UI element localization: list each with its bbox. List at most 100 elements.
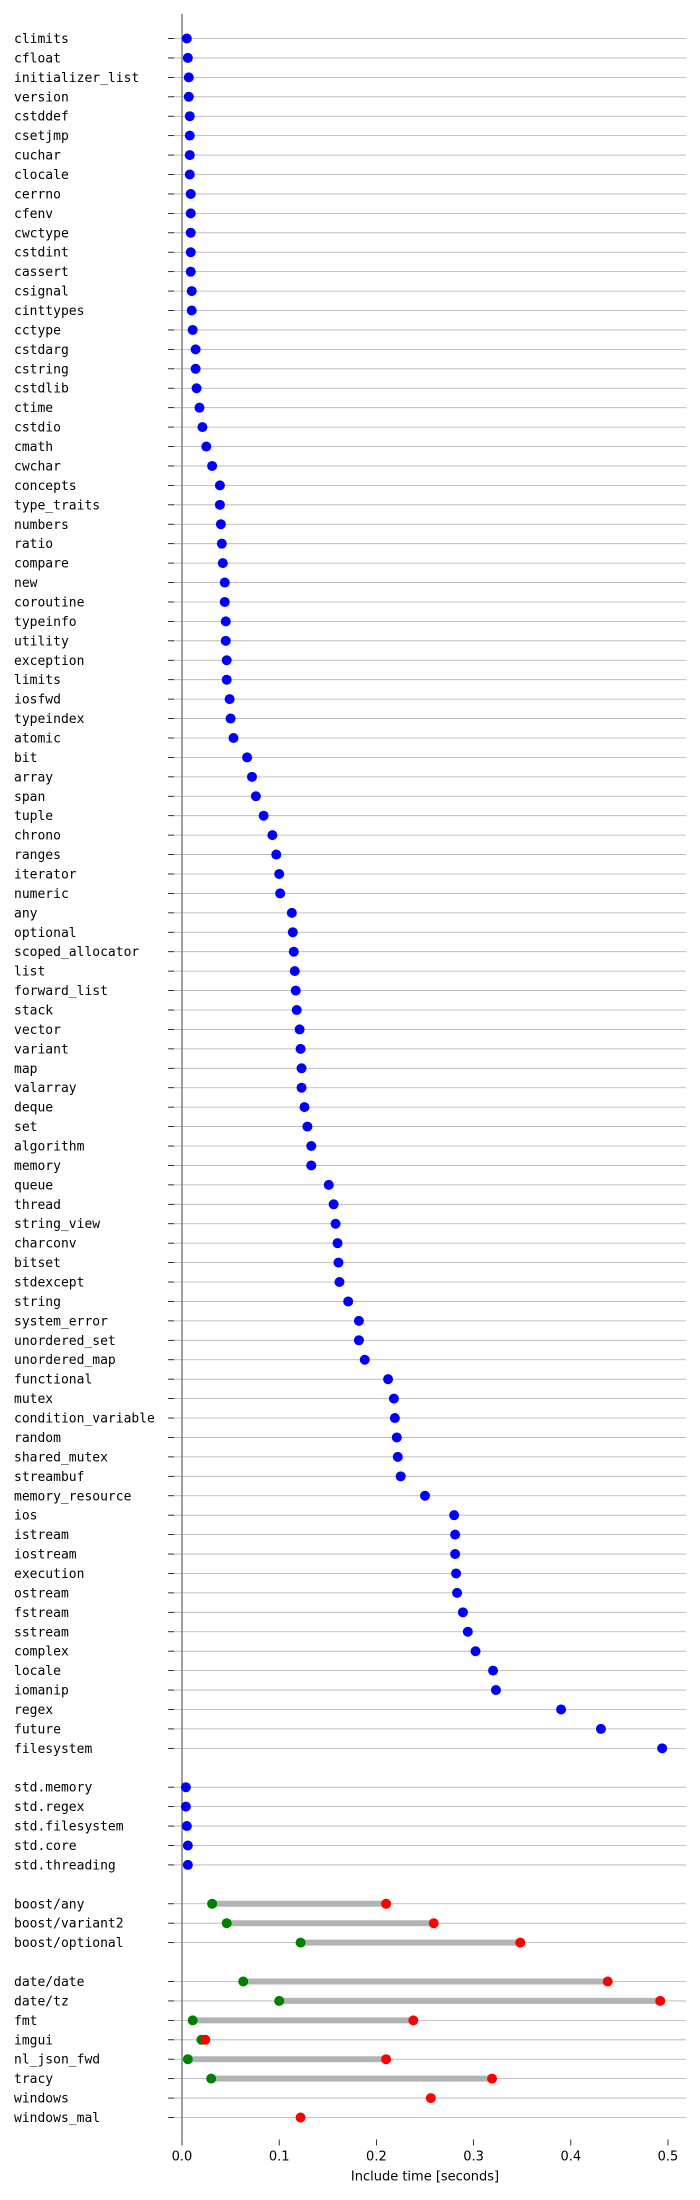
y-tick-label-cctype: cctype: [14, 323, 61, 338]
point-memory: [306, 1160, 317, 1171]
y-tick-label-vector: vector: [14, 1023, 61, 1038]
y-tick-label-streambuf: streambuf: [14, 1470, 84, 1485]
y-tick-label-limits: limits: [14, 673, 61, 688]
y-tick-label-coroutine: coroutine: [14, 595, 85, 610]
y-tick-label-complex: complex: [14, 1645, 69, 1660]
point-numbers: [215, 519, 226, 530]
point-exception: [221, 655, 232, 666]
x-axis: 0.0 0.1 0.2 0.3 0.4 0.5: [172, 2139, 678, 2165]
y-tick-label-type-traits: type_traits: [14, 498, 100, 513]
point-clocale: [184, 169, 195, 180]
point-max-date-tz: [655, 1995, 666, 2006]
point-cstring: [190, 363, 201, 374]
point-numeric: [275, 888, 286, 899]
y-tick-label-list: list: [14, 965, 45, 980]
y-tick-label-cstdarg: cstdarg: [14, 343, 69, 358]
point-scoped-allocator: [288, 946, 299, 957]
y-tick-label-cwchar: cwchar: [14, 459, 61, 474]
point-cstdint: [185, 247, 196, 258]
point-initializer-list: [183, 72, 194, 83]
y-tick-label-csignal: csignal: [14, 285, 69, 300]
y-tick-label-ranges: ranges: [14, 848, 61, 863]
point-any: [286, 907, 297, 918]
point-future: [595, 1723, 606, 1734]
point-set: [302, 1121, 313, 1132]
y-tick-label-istream: istream: [14, 1528, 69, 1543]
point-condition-variable: [389, 1413, 400, 1424]
point-iomanip: [490, 1685, 501, 1696]
y-tick-label-windows-mal: windows_mal: [14, 2111, 100, 2126]
point-cstddef: [184, 111, 195, 122]
y-tick-label-deque: deque: [14, 1101, 53, 1116]
y-tick-label-span: span: [14, 790, 45, 805]
y-tick-label-fstream: fstream: [14, 1606, 69, 1621]
point-cstdarg: [190, 344, 201, 355]
point-concepts: [214, 480, 225, 491]
y-tick-label-execution: execution: [14, 1567, 84, 1582]
point-span: [250, 791, 261, 802]
point-max-nl-json-fwd: [381, 2054, 392, 2065]
point-chrono: [267, 830, 278, 841]
point-ranges: [271, 849, 282, 860]
y-tick-label-std-filesystem: std.filesystem: [14, 1820, 124, 1835]
point-type-traits: [214, 499, 225, 510]
point-forward-list: [290, 985, 301, 996]
point-min-date-date: [238, 1976, 249, 1987]
y-tick-label-filesystem: filesystem: [14, 1742, 92, 1757]
y-tick-label-functional: functional: [14, 1373, 92, 1388]
point-array: [246, 771, 257, 782]
point-thread: [328, 1199, 339, 1210]
point-istream: [450, 1529, 461, 1540]
y-tick-label-shared-mutex: shared_mutex: [14, 1450, 108, 1465]
point-min-boost-any: [207, 1898, 218, 1909]
point-cwchar: [207, 460, 218, 471]
y-tick-label-boost-any: boost/any: [14, 1897, 85, 1912]
y-tick-label-windows: windows: [14, 2092, 69, 2107]
y-tick-label-condition-variable: condition_variable: [14, 1412, 155, 1427]
y-tick-label-cstdlib: cstdlib: [14, 382, 69, 397]
y-tick-label-cstring: cstring: [14, 362, 69, 377]
point-variant: [295, 1043, 306, 1054]
y-tick-label-any: any: [14, 906, 38, 921]
point-cstdio: [197, 422, 208, 433]
point-ctime: [194, 402, 205, 413]
point-stdexcept: [334, 1277, 345, 1288]
y-tick-label-ctime: ctime: [14, 401, 53, 416]
y-tick-label-std-core: std.core: [14, 1839, 77, 1854]
point-cuchar: [184, 150, 195, 161]
y-tick-label-random: random: [14, 1431, 61, 1446]
point-typeinfo: [220, 616, 231, 627]
y-tick-label-ostream: ostream: [14, 1586, 69, 1601]
y-tick-label-system-error: system_error: [14, 1314, 108, 1329]
y-tick-label-memory: memory: [14, 1159, 61, 1174]
point-streambuf: [395, 1471, 406, 1482]
point-memory-resource: [420, 1490, 430, 1501]
x-tick-label-0-1: 0.1: [269, 2150, 290, 2165]
y-tick-label-atomic: atomic: [14, 731, 61, 746]
point-stack: [291, 1005, 302, 1015]
point-iosfwd: [224, 694, 235, 705]
point-windows: [425, 2093, 436, 2104]
y-tick-label-forward-list: forward_list: [14, 984, 108, 999]
y-tick-label-bitset: bitset: [14, 1256, 61, 1271]
point-algorithm: [306, 1141, 317, 1152]
point-csignal: [186, 286, 197, 297]
point-min-date-tz: [274, 1995, 285, 2006]
y-tick-label-variant: variant: [14, 1042, 69, 1057]
point-std-regex: [180, 1801, 191, 1812]
y-tick-label-typeinfo: typeinfo: [14, 615, 77, 630]
y-tick-label-ios: ios: [14, 1509, 37, 1524]
point-max-tracy: [487, 2073, 498, 2084]
x-tick-label-0-4: 0.4: [560, 2150, 581, 2165]
point-bitset: [333, 1257, 344, 1268]
point-max-boost-variant2: [428, 1918, 439, 1929]
y-tick-label-version: version: [14, 90, 69, 105]
y-tick-label-cwctype: cwctype: [14, 226, 69, 241]
point-string: [343, 1296, 354, 1307]
y-tick-label-cstdint: cstdint: [14, 246, 69, 261]
y-tick-label-charconv: charconv: [14, 1237, 77, 1252]
point-unordered-set: [353, 1335, 364, 1346]
y-tick-label-unordered-set: unordered_set: [14, 1334, 116, 1349]
